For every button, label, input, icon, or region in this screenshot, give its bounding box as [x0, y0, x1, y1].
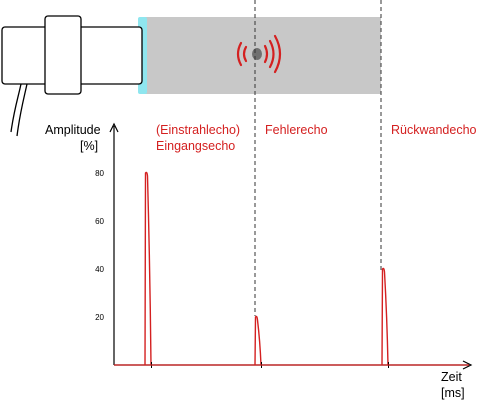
label-entry-echo-line2: Eingangsecho [156, 139, 235, 153]
echo-peak-1 [144, 171, 152, 366]
y-axis-unit: [%] [80, 139, 98, 153]
y-tick-label: 80 [95, 169, 104, 178]
specimen-block [145, 17, 381, 94]
echo-peak-3 [381, 267, 389, 366]
x-axis-arrow [462, 360, 473, 370]
y-tick-label: 40 [95, 265, 104, 274]
label-backwall-echo: Rückwandecho [391, 123, 477, 137]
y-tick-label: 20 [95, 313, 104, 322]
y-ticks: 20 40 60 80 [95, 169, 104, 322]
x-axis-label: Zeit [441, 370, 462, 384]
echo-peak-2 [254, 315, 262, 366]
echo-peaks [144, 171, 389, 368]
label-entry-echo-line1: (Einstrahlecho) [156, 123, 240, 137]
y-axis-arrow [109, 122, 119, 133]
defect-icon [252, 48, 262, 60]
y-axis-label: Amplitude [45, 123, 101, 137]
x-axis-unit: [ms] [441, 386, 465, 400]
ultrasonic-probe-icon [1, 15, 143, 137]
axes [109, 122, 473, 370]
guide-lines [254, 0, 382, 316]
label-defect-echo: Fehlerecho [265, 123, 328, 137]
sound-wave-icon [236, 34, 282, 74]
y-tick-label: 60 [95, 217, 104, 226]
